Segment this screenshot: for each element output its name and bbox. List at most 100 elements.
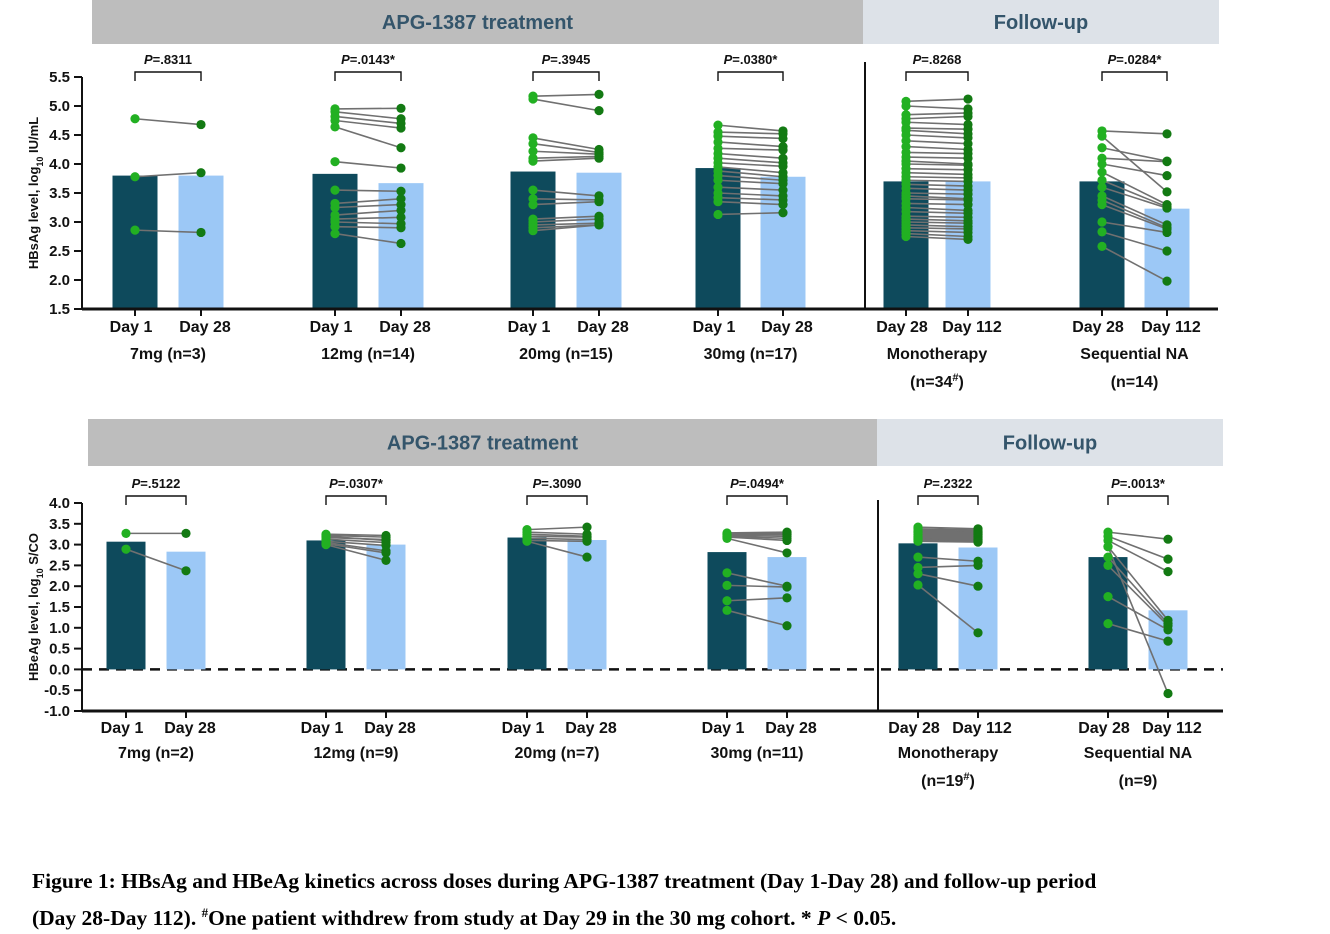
y-tick-label: 3.0 (49, 214, 70, 231)
p-value-label: P=.8268 (913, 52, 962, 67)
p-value-label: P=.5122 (132, 476, 181, 491)
subject-point-first (1103, 592, 1112, 601)
subject-point-first (528, 226, 537, 235)
subject-point-second (594, 106, 603, 115)
group-1: P=.5122 Day 1 Day 28 7mg (n=2) (101, 476, 216, 762)
subject-point-first (1097, 242, 1106, 251)
subject-point-second (1163, 535, 1172, 544)
subject-line (533, 99, 599, 111)
p-value-bracket (727, 496, 787, 505)
subject-point-first (1103, 619, 1112, 628)
p-symbol: P (542, 52, 551, 67)
y-axis-label-a: HBsAg level, log (26, 167, 41, 270)
subject-line (906, 141, 968, 144)
p-symbol: P (724, 52, 733, 67)
day-label: Day 28 (1072, 319, 1124, 336)
p-value-label: P=.3090 (533, 476, 582, 491)
subject-point-first (130, 172, 139, 181)
bar-day-28 (1089, 557, 1128, 669)
day-label: Day 28 (164, 720, 216, 737)
subject-point-first (1097, 143, 1106, 152)
y-tick-label: 4.0 (49, 495, 70, 512)
subject-point-second (963, 235, 972, 244)
subject-line (906, 180, 968, 181)
subject-point-first (528, 157, 537, 166)
group-name: 20mg (n=7) (515, 745, 600, 762)
bar-day-28 (179, 176, 224, 309)
subject-point-first (1097, 183, 1106, 192)
day-label: Day 28 (765, 720, 817, 737)
p-value: =.5122 (140, 476, 180, 491)
subject-line (906, 106, 968, 109)
subject-point-first (722, 568, 731, 577)
day-label: Day 1 (301, 720, 344, 737)
group-note: (n=14) (1111, 374, 1159, 391)
y-axis-label: HBsAg level, log10 IU/mL (26, 117, 45, 269)
group-name: Sequential NA (1080, 346, 1189, 363)
group-note-text: (n=34 (910, 374, 952, 391)
subject-line (335, 108, 401, 109)
group-name: 30mg (n=11) (711, 745, 804, 762)
y-tick-label: 3.5 (49, 516, 70, 533)
group-name: 7mg (n=2) (118, 745, 194, 762)
day-label: Day 112 (952, 720, 1012, 737)
figure-caption: Figure 1: HBsAg and HBeAg kinetics acros… (32, 866, 1328, 934)
subject-point-second (963, 94, 972, 103)
subject-point-second (973, 538, 982, 547)
subject-point-second (782, 621, 791, 630)
subject-point-second (1162, 129, 1171, 138)
p-value-label: P=.0013* (1111, 476, 1166, 491)
day-label: Day 1 (101, 720, 144, 737)
subject-line (906, 99, 968, 101)
subject-point-first (528, 200, 537, 209)
subject-line (1108, 532, 1168, 539)
caption-line-2a: (Day 28-Day 112). (32, 906, 202, 930)
subject-line (718, 163, 783, 166)
y-tick-label: 1.0 (49, 620, 70, 637)
day-label: Day 28 (1078, 720, 1130, 737)
subject-point-first (913, 537, 922, 546)
subject-point-second (594, 154, 603, 163)
bar-day-1 (508, 538, 547, 670)
subject-point-second (1162, 171, 1171, 180)
subject-line (335, 127, 401, 148)
y-tick-label: 5.5 (49, 69, 70, 86)
banner-label-followup: Follow-up (1003, 433, 1097, 455)
subject-point-first (1103, 542, 1112, 551)
subject-point-first (1097, 132, 1106, 141)
group-name: Monotherapy (887, 346, 988, 363)
p-value-label: P=.0494* (730, 476, 785, 491)
y-tick-label: 4.5 (49, 127, 70, 144)
subject-point-second (1162, 277, 1171, 286)
subject-point-first (913, 552, 922, 561)
subject-point-second (1163, 689, 1172, 698)
p-value: =.8311 (153, 52, 192, 67)
subject-line (718, 154, 783, 159)
subject-line (718, 132, 783, 134)
subject-line (527, 540, 587, 541)
day-label: Day 1 (502, 720, 545, 737)
banner-label-followup: Follow-up (994, 12, 1088, 34)
bar-day-28 (768, 557, 807, 669)
subject-line (335, 162, 401, 168)
group-name: Sequential NA (1084, 745, 1193, 762)
y-axis-label-a: HBeAg level, log (26, 578, 41, 681)
p-value: =.0307* (338, 476, 384, 491)
subject-point-second (381, 556, 390, 565)
subject-line (906, 173, 968, 175)
p-value: =.2322 (932, 476, 972, 491)
subject-point-first (1097, 217, 1106, 226)
subject-point-second (396, 223, 405, 232)
subject-point-second (1163, 567, 1172, 576)
y-tick-label: 2.5 (49, 243, 70, 260)
subject-point-second (778, 145, 787, 154)
subject-point-second (396, 143, 405, 152)
subject-point-second (594, 90, 603, 99)
subject-point-first (130, 226, 139, 235)
subject-point-second (778, 200, 787, 209)
subject-point-second (396, 104, 405, 113)
